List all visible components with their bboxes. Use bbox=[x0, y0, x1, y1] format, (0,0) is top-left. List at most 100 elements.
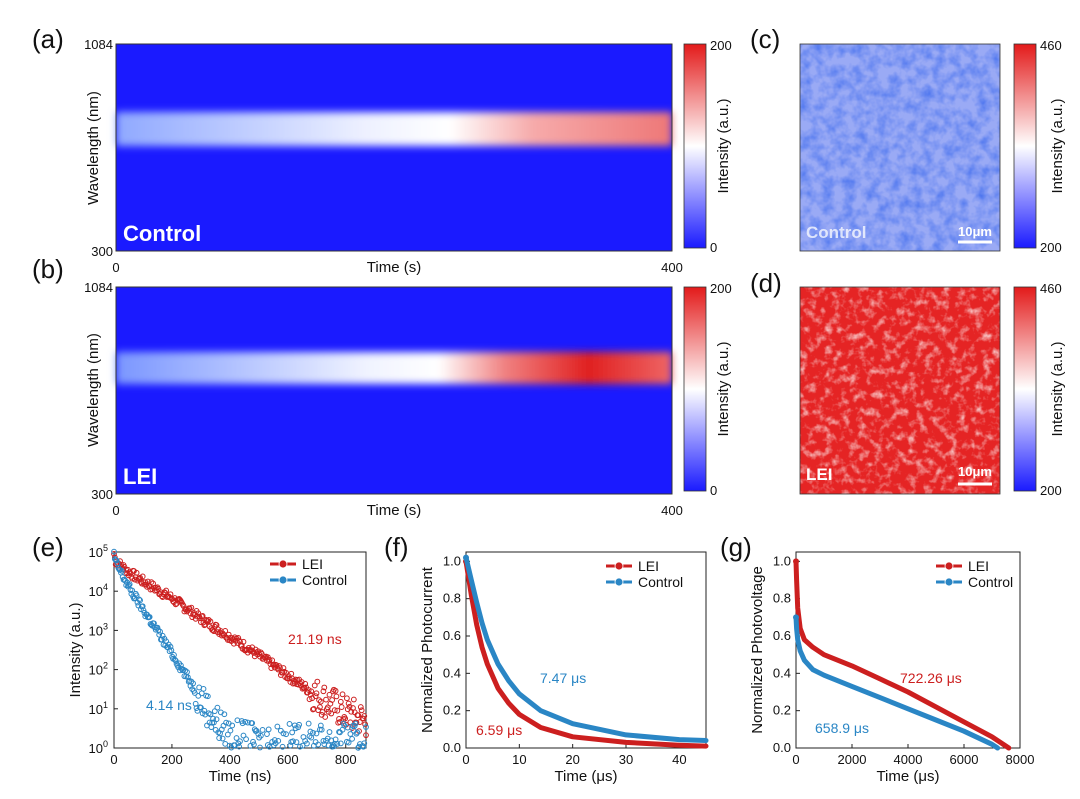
colorbar-c bbox=[1013, 43, 1037, 249]
data-point bbox=[159, 632, 166, 639]
data-point bbox=[111, 548, 117, 555]
y-tick-label: 1.0 bbox=[443, 553, 461, 568]
panel-label-g: (g) bbox=[720, 532, 752, 562]
cbar-tick-top-a: 200 bbox=[710, 38, 732, 53]
panel-label-e: (e) bbox=[32, 532, 64, 562]
data-point bbox=[339, 691, 346, 698]
data-point bbox=[133, 569, 140, 576]
data-point bbox=[358, 707, 365, 714]
y-tick-bottom-b: 300 bbox=[91, 487, 113, 502]
cbar-tick-top-d: 460 bbox=[1040, 281, 1062, 296]
data-point bbox=[222, 627, 229, 634]
data-point bbox=[140, 607, 147, 614]
data-point bbox=[315, 741, 322, 748]
data-point bbox=[311, 682, 318, 689]
data-point bbox=[274, 723, 281, 730]
data-point bbox=[111, 554, 118, 561]
emission-band-a bbox=[116, 112, 672, 146]
x-axis-label-b: Time (s) bbox=[367, 502, 421, 519]
data-point bbox=[163, 587, 170, 594]
plot-frame-f bbox=[465, 551, 707, 749]
overlay-label-a: Control bbox=[123, 221, 201, 246]
data-point bbox=[350, 696, 357, 703]
legend-label: LEI bbox=[638, 558, 659, 574]
data-point bbox=[199, 613, 206, 619]
data-point bbox=[299, 742, 306, 749]
data-point bbox=[320, 688, 327, 695]
data-point bbox=[147, 621, 154, 627]
data-point bbox=[346, 703, 353, 710]
series-control-f bbox=[463, 554, 709, 743]
data-point bbox=[172, 601, 179, 608]
x-tick-label: 8000 bbox=[1006, 752, 1035, 767]
data-point bbox=[249, 720, 256, 727]
cbar-label-d: Intensity (a.u.) bbox=[1049, 341, 1066, 436]
data-point bbox=[314, 678, 321, 685]
panel-f: (f) 7.47 μs 6.59 μs 0 10 20 30 40 0.0 0.2 0.4 0.… bbox=[384, 532, 709, 785]
x-tick-label: 0 bbox=[110, 752, 117, 767]
data-point bbox=[168, 647, 175, 654]
legend-marker bbox=[614, 561, 624, 571]
data-point bbox=[321, 684, 328, 691]
scale-bar-label-c: 10μm bbox=[958, 224, 992, 239]
data-point bbox=[197, 619, 204, 626]
legend-label: LEI bbox=[968, 558, 989, 574]
data-point bbox=[310, 729, 316, 736]
legend-label: Control bbox=[968, 574, 1013, 590]
data-point bbox=[177, 597, 183, 603]
data-point bbox=[151, 620, 157, 627]
data-point bbox=[355, 712, 362, 719]
data-point bbox=[326, 691, 333, 698]
data-point bbox=[157, 628, 163, 635]
plot-frame-e bbox=[113, 551, 367, 749]
y-tick-label: 0.8 bbox=[773, 591, 791, 606]
data-point bbox=[207, 618, 214, 625]
data-point bbox=[338, 704, 345, 710]
x-tick-label: 0 bbox=[462, 752, 469, 767]
y-tick-label: 0.0 bbox=[443, 740, 461, 755]
data-point bbox=[349, 735, 355, 742]
data-point bbox=[305, 720, 312, 727]
data-point bbox=[334, 707, 341, 714]
data-point bbox=[290, 738, 296, 745]
x-tick-label: 400 bbox=[219, 752, 241, 767]
data-point bbox=[257, 732, 264, 739]
y-tick-label: 1.0 bbox=[773, 553, 791, 568]
data-point bbox=[463, 554, 469, 561]
panel-d: (d) LEI 10μm 460 200 Intensity (a.u.) bbox=[750, 268, 1066, 498]
data-point bbox=[363, 732, 369, 739]
data-point bbox=[264, 731, 270, 737]
overlay-label-b: LEI bbox=[123, 464, 157, 489]
data-point bbox=[363, 724, 369, 731]
data-point bbox=[264, 742, 271, 748]
data-point bbox=[329, 697, 336, 703]
x-tick-label: 30 bbox=[619, 752, 633, 767]
data-point bbox=[316, 697, 322, 704]
data-point bbox=[275, 737, 282, 744]
scale-bar-label-d: 10μm bbox=[958, 464, 992, 479]
series-control-g bbox=[793, 614, 1001, 751]
annotation-lei-f: 6.59 μs bbox=[476, 722, 522, 738]
data-point bbox=[137, 597, 143, 604]
data-point bbox=[189, 686, 196, 693]
y-tick-label: 0.4 bbox=[773, 665, 791, 680]
data-point bbox=[331, 707, 338, 714]
data-point bbox=[227, 727, 234, 734]
data-point bbox=[337, 698, 344, 705]
data-point bbox=[195, 610, 202, 617]
cbar-tick-bottom-a: 0 bbox=[710, 240, 717, 255]
annotation-control-f: 7.47 μs bbox=[540, 670, 586, 686]
data-point bbox=[257, 744, 263, 751]
data-point bbox=[240, 638, 247, 645]
data-point bbox=[286, 721, 293, 727]
x-tick-right-a: 400 bbox=[661, 260, 683, 275]
data-point bbox=[361, 740, 368, 747]
data-point bbox=[237, 738, 243, 745]
data-point bbox=[172, 657, 179, 664]
legend-label: Control bbox=[638, 574, 683, 590]
data-point bbox=[293, 739, 300, 746]
data-point bbox=[318, 726, 325, 733]
cbar-label-b: Intensity (a.u.) bbox=[715, 341, 732, 436]
data-point bbox=[204, 693, 211, 700]
